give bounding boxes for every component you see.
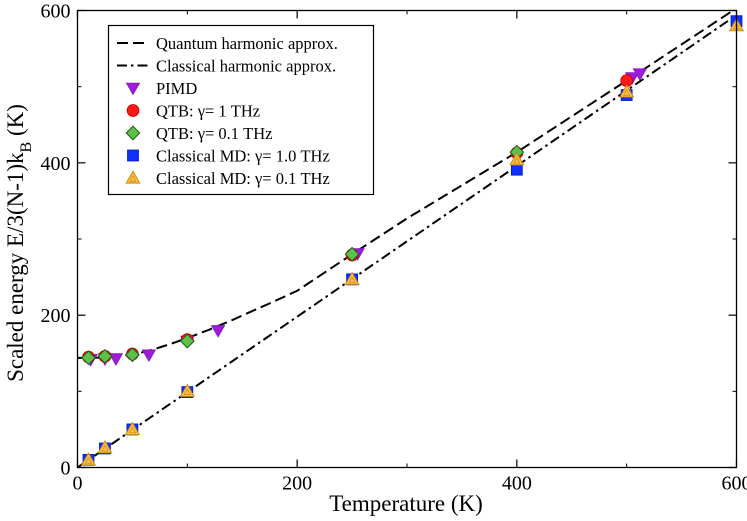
point-classical-md-1-0-thz <box>510 163 523 176</box>
point-qtb-0-1-thz <box>179 333 195 349</box>
legend-label: Classical harmonic approx. <box>156 57 336 76</box>
point-classical-md-0-1-thz-inner <box>183 388 191 396</box>
y-axis-label-subscript: B <box>18 142 35 153</box>
point-classical-md-0-1-thz-inner <box>348 276 356 284</box>
x-tick-label: 200 <box>282 473 312 495</box>
legend-label: QTB: γ= 0.1 THz <box>156 124 273 143</box>
x-axis-label: Temperature (K) <box>329 491 483 516</box>
point-classical-md-0-1-thz-shape <box>509 152 525 166</box>
point-classical-md-0-1-thz <box>344 271 360 285</box>
x-tick-label: 400 <box>502 473 532 495</box>
legend-marker-inner <box>129 174 137 182</box>
legend-label: Classical MD: γ= 1.0 THz <box>156 147 330 166</box>
x-tick-label: 600 <box>722 473 747 495</box>
y-tick-label: 400 <box>41 153 71 175</box>
point-classical-md-0-1-thz <box>80 452 97 466</box>
point-classical-md-0-1-thz-inner <box>84 456 93 464</box>
point-classical-md-0-1-thz-shape <box>344 271 360 285</box>
point-classical-md-0-1-thz-inner <box>101 444 109 452</box>
legend-entry-quantum-harmonic-approx: Quantum harmonic approx. <box>117 34 338 53</box>
legend-marker <box>127 149 139 162</box>
legend-entry-pimd: PIMD <box>125 79 197 98</box>
point-classical-md-0-1-thz <box>179 383 195 397</box>
point-qtb-0-1-thz-shape <box>81 350 96 366</box>
legend-label: Quantum harmonic approx. <box>156 34 338 53</box>
legend: Quantum harmonic approx. Classical harmon… <box>107 24 375 196</box>
legend-entry-classical-harmonic-approx: Classical harmonic approx. <box>117 57 336 76</box>
y-axis-label: Scaled energy E/3(N-1)kB (K) <box>3 104 35 382</box>
point-classical-md-0-1-thz <box>97 439 113 454</box>
point-classical-md-0-1-thz-shape <box>619 84 635 98</box>
point-classical-md-0-1-thz <box>124 421 141 435</box>
y-tick-label: 0 <box>61 458 71 480</box>
legend-label: PIMD <box>156 79 197 98</box>
point-classical-md-0-1-thz-inner <box>128 426 137 434</box>
point-classical-md-0-1-thz-shape <box>80 452 97 466</box>
legend-label: Classical MD: γ= 0.1 THz <box>156 169 330 188</box>
legend-marker <box>125 170 141 184</box>
point-qtb-0-1-thz-shape <box>344 246 360 262</box>
legend-marker <box>125 82 141 96</box>
legend-entry-qtb-1-thz: QTB: γ= 1 THz <box>126 102 260 121</box>
point-pimd <box>210 325 226 338</box>
legend-marker-shape <box>125 170 141 184</box>
legend-box <box>107 24 375 196</box>
point-classical-md-0-1-thz <box>509 152 525 166</box>
y-axis-label-main: Scaled energy E/3(N-1)k <box>3 152 28 382</box>
y-tick-label: 200 <box>41 305 71 327</box>
legend-entry-classical-md-0-1-thz: Classical MD: γ= 0.1 THz <box>125 169 330 188</box>
point-pimd <box>141 349 157 363</box>
point-qtb-0-1-thz-shape <box>97 348 113 364</box>
point-classical-md-0-1-thz-inner <box>623 88 631 96</box>
legend-entry-qtb-0-1-thz: QTB: γ= 0.1 THz <box>125 124 273 143</box>
point-pimd <box>108 353 124 366</box>
legend-label: QTB: γ= 1 THz <box>156 102 260 121</box>
x-tick-label: 0 <box>73 473 83 495</box>
point-qtb-0-1-thz <box>81 350 96 366</box>
legend-entry-classical-md-1-0-thz: Classical MD: γ= 1.0 THz <box>127 147 330 166</box>
point-qtb-0-1-thz <box>124 347 140 363</box>
y-tick-label: 600 <box>41 1 71 23</box>
point-classical-md-0-1-thz-inner <box>513 156 521 164</box>
y-axis-label-unit: (K) <box>3 104 28 142</box>
point-qtb-0-1-thz-shape <box>179 333 195 349</box>
point-classical-md-0-1-thz <box>619 84 635 98</box>
legend-marker-shape <box>125 125 141 141</box>
point-classical-md-0-1-thz-shape <box>124 421 141 435</box>
point-qtb-0-1-thz-shape <box>124 347 140 363</box>
point-qtb-0-1-thz <box>97 348 113 364</box>
point-pimd <box>632 68 648 82</box>
point-classical-md-0-1-thz-shape <box>179 383 195 397</box>
legend-marker <box>126 104 140 117</box>
point-classical-md-0-1-thz-shape <box>97 439 113 454</box>
markers-layer <box>80 15 745 466</box>
legend-marker <box>125 125 141 141</box>
point-qtb-0-1-thz <box>344 246 360 262</box>
ticks-layer: 0 200 400 600 0 200 400 600 <box>41 1 747 495</box>
series-classical-md-0-1-thz <box>80 17 745 466</box>
